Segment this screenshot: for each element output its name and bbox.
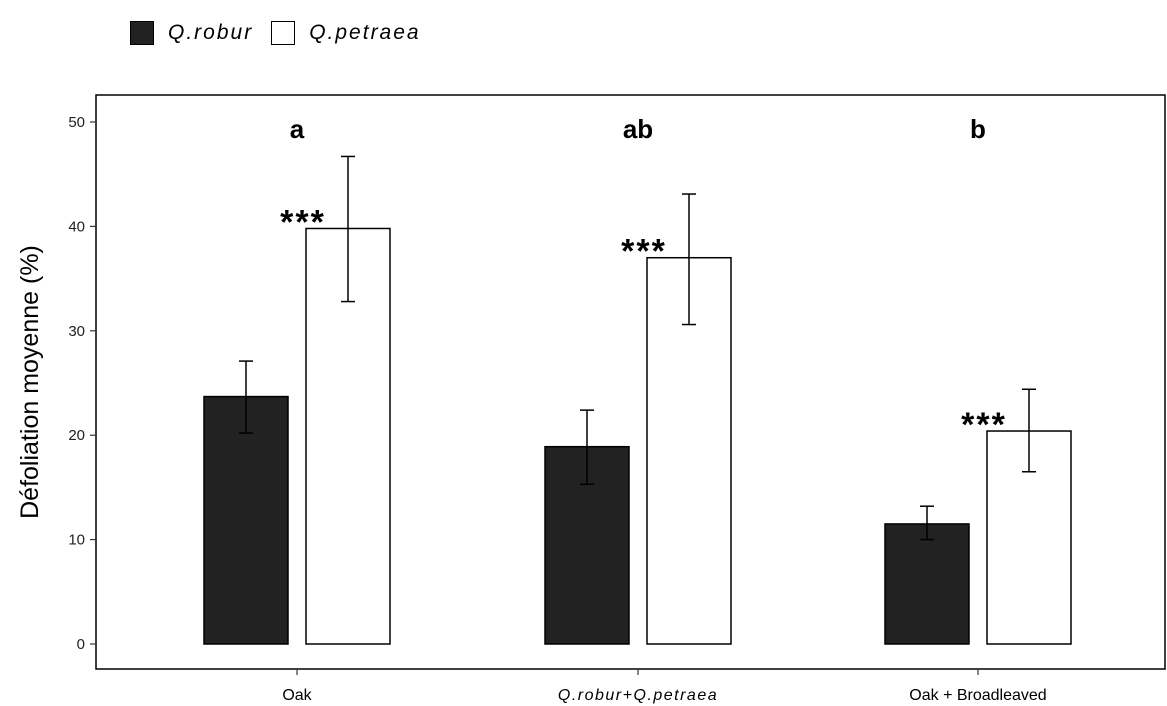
bar-q-robur-oak-broadleaved — [884, 523, 970, 645]
annotations: a ab b *** *** *** — [280, 114, 1007, 444]
y-axis: 0 10 20 30 40 50 — [68, 114, 96, 653]
y-tick-label-50: 50 — [68, 114, 85, 131]
significance-oak-broadleaved: *** — [961, 406, 1007, 444]
x-tick-label-oak-broadleaved: Oak + Broadleaved — [909, 687, 1046, 704]
x-tick-label-q-robur-q-petraea: Q.robur+Q.petraea — [558, 687, 718, 704]
legend-swatch-q-petraea — [271, 21, 296, 45]
group-letter-oak-broadleaved: b — [970, 114, 986, 144]
significance-q-robur-q-petraea: *** — [621, 233, 667, 271]
y-tick-label-0: 0 — [77, 636, 85, 653]
legend: Q.robur Q.petraea — [130, 18, 439, 48]
y-tick-label-40: 40 — [68, 218, 85, 235]
legend-label-q-robur: Q.robur — [168, 21, 254, 44]
y-tick-label-20: 20 — [68, 427, 85, 444]
significance-oak: *** — [280, 203, 326, 241]
legend-item-q-robur: Q.robur — [130, 21, 253, 45]
y-axis-label: Défoliation moyenne (%) — [16, 245, 44, 519]
legend-label-q-petraea: Q.petraea — [309, 21, 421, 44]
group-letter-oak: a — [290, 114, 305, 144]
y-tick-label-10: 10 — [68, 532, 85, 549]
y-tick-label-30: 30 — [68, 323, 85, 340]
x-axis: Oak Q.robur+Q.petraea Oak + Broadleaved — [282, 669, 1047, 704]
group-letter-q-robur-q-petraea: ab — [623, 114, 653, 144]
error-bars — [239, 155, 1036, 541]
plot-panel — [95, 94, 1166, 670]
legend-item-q-petraea: Q.petraea — [271, 21, 420, 45]
x-tick-label-oak: Oak — [282, 687, 312, 704]
legend-swatch-q-robur — [130, 21, 154, 45]
bars — [203, 227, 1072, 645]
